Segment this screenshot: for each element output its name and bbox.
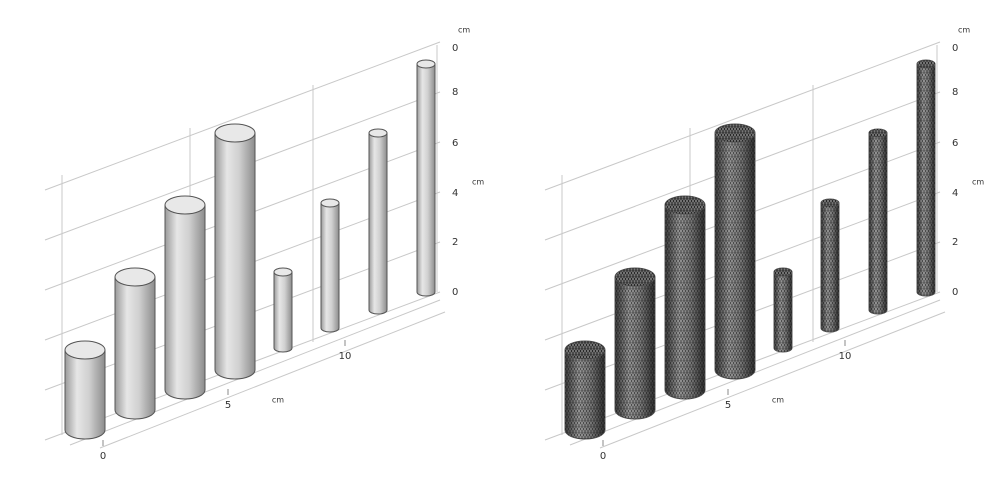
cylinder-body xyxy=(416,63,436,297)
z-tick-label: 2 xyxy=(952,237,958,248)
z-tick-label: 4 xyxy=(452,188,458,199)
z-tick-label: 8 xyxy=(952,87,958,98)
cylinder-top xyxy=(164,195,206,215)
z-axis-unit: cm xyxy=(958,26,970,35)
cylinder-top-mesh xyxy=(917,59,935,69)
z-tick-label: 2 xyxy=(452,237,458,248)
cylinder-mesh xyxy=(774,272,792,353)
x-axis-unit: cm xyxy=(272,396,284,405)
x-tick-label: 5 xyxy=(225,400,231,411)
grid-line xyxy=(544,41,941,191)
z-tick-label: 0 xyxy=(452,43,458,54)
x-tick-label: 0 xyxy=(600,451,606,462)
x-tick-label: 0 xyxy=(100,451,106,462)
z-tick-label: 0 xyxy=(952,287,958,298)
grid-line xyxy=(99,311,446,449)
cylinder-mesh xyxy=(715,133,755,379)
cylinder-body xyxy=(164,204,206,400)
cylinder-mesh xyxy=(869,133,887,315)
cylinder-top-mesh xyxy=(715,124,755,142)
x-tick-label: 10 xyxy=(839,351,852,362)
y-axis-unit: cm xyxy=(972,178,984,187)
z-tick-label: 0 xyxy=(452,287,458,298)
grid-line xyxy=(599,311,946,449)
cylinder-top-mesh xyxy=(615,268,655,286)
z-axis-unit: cm xyxy=(458,26,470,35)
cylinder-top xyxy=(214,123,256,143)
cylinder-body xyxy=(320,202,340,333)
cylinder-top-mesh xyxy=(774,267,792,277)
cylinder-top xyxy=(320,198,340,208)
z-tick-label: 0 xyxy=(952,43,958,54)
cylinder-mesh xyxy=(615,277,655,419)
cylinder-body xyxy=(214,132,256,380)
cylinder-top-mesh xyxy=(665,196,705,214)
cylinder-top-mesh xyxy=(821,198,839,208)
cylinder-mesh xyxy=(665,205,705,399)
z-tick-label: 8 xyxy=(452,87,458,98)
cylinder-body xyxy=(273,271,293,353)
cylinder-mesh xyxy=(821,203,839,333)
z-tick-label: 6 xyxy=(952,138,958,149)
cylinder-top-mesh xyxy=(565,341,605,359)
cylinder-body xyxy=(368,132,388,315)
cylinder-body xyxy=(64,349,106,440)
cylinder-top xyxy=(368,128,388,138)
cylinder-top-mesh xyxy=(869,128,887,138)
y-axis-unit: cm xyxy=(472,178,484,187)
x-tick-label: 10 xyxy=(339,351,352,362)
x-tick-label: 5 xyxy=(725,400,731,411)
cylinder-body xyxy=(114,276,156,420)
cylinder-top xyxy=(273,267,293,277)
cylinder-top xyxy=(64,340,106,360)
grid-line xyxy=(69,299,441,446)
cylinder-top xyxy=(114,267,156,287)
z-tick-label: 6 xyxy=(452,138,458,149)
cylinder-mesh xyxy=(565,350,605,439)
cylinder-mesh xyxy=(917,64,935,297)
grid-line xyxy=(44,41,441,191)
cylinder-top xyxy=(416,59,436,69)
grid-line xyxy=(569,299,941,446)
z-tick-label: 4 xyxy=(952,188,958,199)
x-axis-unit: cm xyxy=(772,396,784,405)
